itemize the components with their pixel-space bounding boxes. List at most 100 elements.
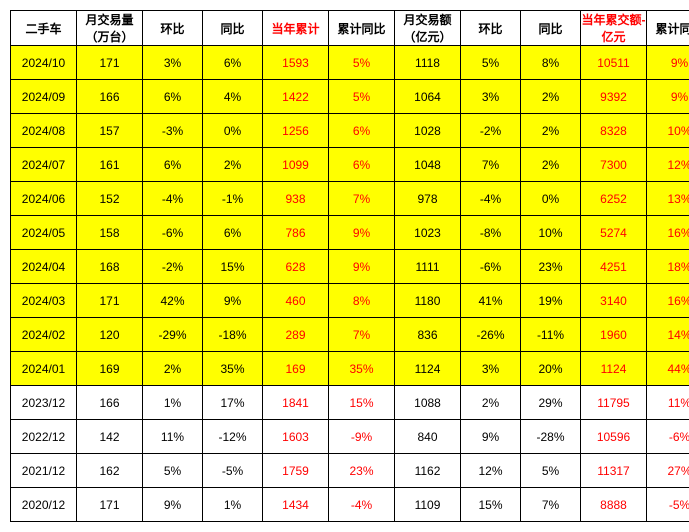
cell-vol_mom: 1% <box>143 386 203 420</box>
cell-amt: 1124 <box>395 352 461 386</box>
col-header-amt_ytd: 当年累交额-亿元 <box>581 11 647 46</box>
cell-vol_yoy: -1% <box>203 182 263 216</box>
cell-vol_ytd: 1434 <box>263 488 329 522</box>
cell-amt_yoy: -11% <box>521 318 581 352</box>
cell-amt_mom: 41% <box>461 284 521 318</box>
cell-amt_ytd: 5274 <box>581 216 647 250</box>
cell-amt_yoy: 7% <box>521 488 581 522</box>
cell-amt_yoy: 0% <box>521 182 581 216</box>
cell-amt_ytd: 8888 <box>581 488 647 522</box>
cell-amt_ytd_yoy: 27% <box>647 454 689 488</box>
used-car-table: 二手车月交易量（万台）环比同比当年累计累计同比月交易额（亿元）环比同比当年累交额… <box>10 10 689 522</box>
col-header-amt_ytd_yoy: 累计同比 <box>647 11 689 46</box>
cell-amt_ytd_yoy: 14% <box>647 318 689 352</box>
cell-amt_ytd: 1124 <box>581 352 647 386</box>
cell-amt_mom: 3% <box>461 80 521 114</box>
cell-vol_ytd: 1841 <box>263 386 329 420</box>
cell-amt_ytd_yoy: 11% <box>647 386 689 420</box>
cell-vol_mom: -29% <box>143 318 203 352</box>
cell-vol: 162 <box>77 454 143 488</box>
col-header-vol_yoy: 同比 <box>203 11 263 46</box>
cell-amt_yoy: 8% <box>521 46 581 80</box>
cell-vol_yoy: -18% <box>203 318 263 352</box>
cell-vol_ytd_yoy: 6% <box>329 148 395 182</box>
cell-amt_yoy: -28% <box>521 420 581 454</box>
cell-amt_mom: 15% <box>461 488 521 522</box>
cell-amt_ytd: 1960 <box>581 318 647 352</box>
cell-amt_ytd_yoy: 12% <box>647 148 689 182</box>
cell-vol_mom: 6% <box>143 148 203 182</box>
cell-amt_mom: -6% <box>461 250 521 284</box>
cell-date: 2023/12 <box>11 386 77 420</box>
cell-vol_ytd_yoy: 6% <box>329 114 395 148</box>
cell-amt_ytd: 7300 <box>581 148 647 182</box>
cell-amt: 1180 <box>395 284 461 318</box>
col-header-vol_mom: 环比 <box>143 11 203 46</box>
cell-amt_yoy: 5% <box>521 454 581 488</box>
cell-vol_mom: -2% <box>143 250 203 284</box>
cell-vol_ytd_yoy: 8% <box>329 284 395 318</box>
cell-amt: 1109 <box>395 488 461 522</box>
cell-date: 2024/06 <box>11 182 77 216</box>
cell-vol_yoy: 4% <box>203 80 263 114</box>
cell-amt_mom: -26% <box>461 318 521 352</box>
cell-amt: 1088 <box>395 386 461 420</box>
cell-date: 2024/10 <box>11 46 77 80</box>
cell-vol_ytd_yoy: 5% <box>329 46 395 80</box>
cell-date: 2021/12 <box>11 454 77 488</box>
col-header-vol_ytd_yoy: 累计同比 <box>329 11 395 46</box>
col-header-vol_ytd: 当年累计 <box>263 11 329 46</box>
table-row: 2024/091666%4%14225%10643%2%93929% <box>11 80 689 114</box>
cell-amt_ytd: 10596 <box>581 420 647 454</box>
cell-amt_mom: 3% <box>461 352 521 386</box>
cell-amt_ytd_yoy: 16% <box>647 284 689 318</box>
table-row: 2024/04168-2%15%6289%1111-6%23%425118% <box>11 250 689 284</box>
cell-vol_yoy: -12% <box>203 420 263 454</box>
cell-vol_yoy: 6% <box>203 216 263 250</box>
table-row: 2024/101713%6%15935%11185%8%105119% <box>11 46 689 80</box>
cell-vol_ytd: 1422 <box>263 80 329 114</box>
cell-amt_ytd: 10511 <box>581 46 647 80</box>
cell-vol: 142 <box>77 420 143 454</box>
cell-date: 2024/08 <box>11 114 77 148</box>
cell-vol_ytd: 786 <box>263 216 329 250</box>
cell-date: 2024/05 <box>11 216 77 250</box>
cell-amt_yoy: 23% <box>521 250 581 284</box>
cell-date: 2022/12 <box>11 420 77 454</box>
cell-vol_mom: 3% <box>143 46 203 80</box>
cell-amt_ytd: 11795 <box>581 386 647 420</box>
cell-vol: 161 <box>77 148 143 182</box>
table-row: 2024/05158-6%6%7869%1023-8%10%527416% <box>11 216 689 250</box>
cell-amt_mom: 7% <box>461 148 521 182</box>
cell-amt_ytd_yoy: 16% <box>647 216 689 250</box>
cell-amt_ytd_yoy: 13% <box>647 182 689 216</box>
cell-vol_mom: -3% <box>143 114 203 148</box>
table-row: 2024/071616%2%10996%10487%2%730012% <box>11 148 689 182</box>
cell-vol_ytd: 1759 <box>263 454 329 488</box>
cell-vol_yoy: 35% <box>203 352 263 386</box>
cell-date: 2020/12 <box>11 488 77 522</box>
col-header-amt_yoy: 同比 <box>521 11 581 46</box>
cell-amt_ytd: 3140 <box>581 284 647 318</box>
table-row: 2023/121661%17%184115%10882%29%1179511% <box>11 386 689 420</box>
cell-amt: 1064 <box>395 80 461 114</box>
cell-amt_yoy: 29% <box>521 386 581 420</box>
table-row: 2022/1214211%-12%1603-9%8409%-28%10596-6… <box>11 420 689 454</box>
cell-amt_mom: -4% <box>461 182 521 216</box>
cell-amt: 978 <box>395 182 461 216</box>
cell-amt_ytd: 9392 <box>581 80 647 114</box>
cell-amt_mom: 2% <box>461 386 521 420</box>
cell-amt_ytd_yoy: -6% <box>647 420 689 454</box>
cell-amt_ytd: 11317 <box>581 454 647 488</box>
col-header-date: 二手车 <box>11 11 77 46</box>
table-row: 2024/08157-3%0%12566%1028-2%2%832810% <box>11 114 689 148</box>
cell-amt: 840 <box>395 420 461 454</box>
cell-amt_yoy: 2% <box>521 114 581 148</box>
cell-vol_mom: -6% <box>143 216 203 250</box>
cell-amt_yoy: 2% <box>521 80 581 114</box>
cell-amt_yoy: 20% <box>521 352 581 386</box>
cell-vol_ytd_yoy: 5% <box>329 80 395 114</box>
cell-amt: 1162 <box>395 454 461 488</box>
cell-vol_mom: -4% <box>143 182 203 216</box>
header-row: 二手车月交易量（万台）环比同比当年累计累计同比月交易额（亿元）环比同比当年累交额… <box>11 11 689 46</box>
